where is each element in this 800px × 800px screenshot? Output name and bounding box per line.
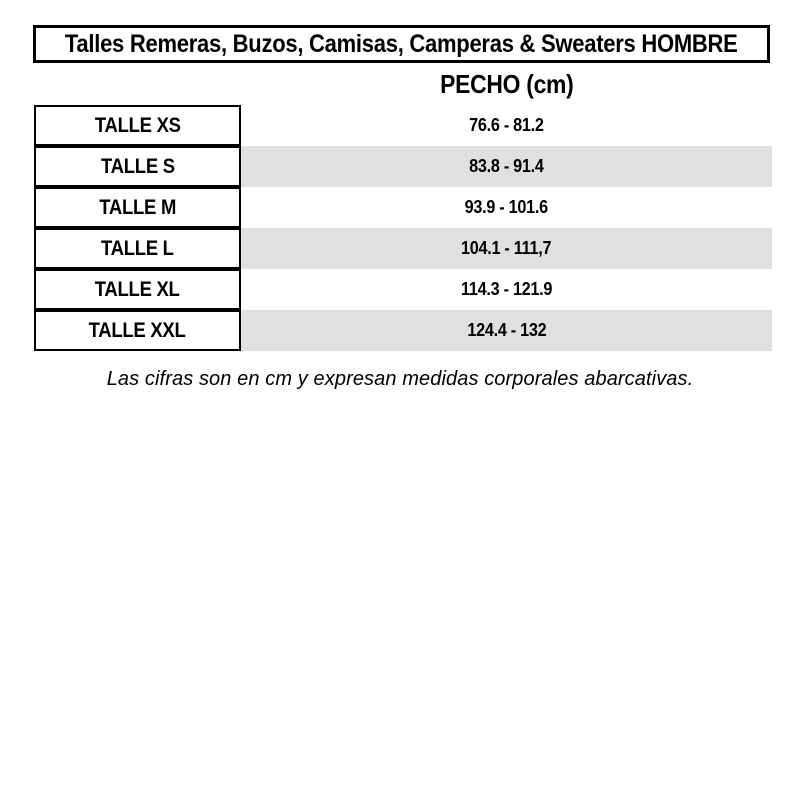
chest-range-cell: 83.8 - 91.4 [241,146,772,187]
measurement-footnote-text: Las cifras son en cm y expresan medidas … [106,367,694,390]
size-label: TALLE XXL [89,318,186,342]
table-row-m: TALLE M 93.9 - 101.6 [34,187,772,228]
chest-range-cell: 114.3 - 121.9 [241,269,772,310]
size-label-cell: TALLE L [34,228,241,269]
chest-column-header-label: PECHO (cm) [439,68,574,99]
size-table: TALLE XS 76.6 - 81.2 TALLE S 83.8 - 91.4… [34,105,772,351]
size-label-cell: TALLE XL [34,269,241,310]
chest-range-value: 104.1 - 111,7 [461,238,552,258]
size-label: TALLE XL [95,277,180,301]
size-label: TALLE M [99,195,176,219]
size-label-cell: TALLE M [34,187,241,228]
size-label-cell: TALLE XS [34,105,241,146]
size-label: TALLE S [100,154,175,178]
chest-range-cell: 93.9 - 101.6 [241,187,772,228]
size-chart-title-box: Talles Remeras, Buzos, Camisas, Camperas… [33,25,770,63]
chest-range-value: 76.6 - 81.2 [469,115,544,135]
chest-range-value: 114.3 - 121.9 [460,279,553,299]
size-label-cell: TALLE S [34,146,241,187]
size-chart-title: Talles Remeras, Buzos, Camisas, Camperas… [65,29,738,58]
chest-range-cell: 104.1 - 111,7 [241,228,772,269]
table-row-xs: TALLE XS 76.6 - 81.2 [34,105,772,146]
chest-range-cell: 76.6 - 81.2 [241,105,772,146]
measurement-footnote: Las cifras son en cm y expresan medidas … [0,360,800,398]
size-label: TALLE XS [94,113,181,137]
table-row-s: TALLE S 83.8 - 91.4 [34,146,772,187]
size-label: TALLE L [101,236,174,260]
table-row-l: TALLE L 104.1 - 111,7 [34,228,772,269]
chest-range-cell: 124.4 - 132 [241,310,772,351]
size-label-cell: TALLE XXL [34,310,241,351]
chest-range-value: 93.9 - 101.6 [464,197,549,217]
chest-column-header: PECHO (cm) [241,63,772,105]
chest-range-value: 83.8 - 91.4 [469,156,544,176]
table-row-xl: TALLE XL 114.3 - 121.9 [34,269,772,310]
chest-range-value: 124.4 - 132 [466,320,547,340]
table-row-xxl: TALLE XXL 124.4 - 132 [34,310,772,351]
